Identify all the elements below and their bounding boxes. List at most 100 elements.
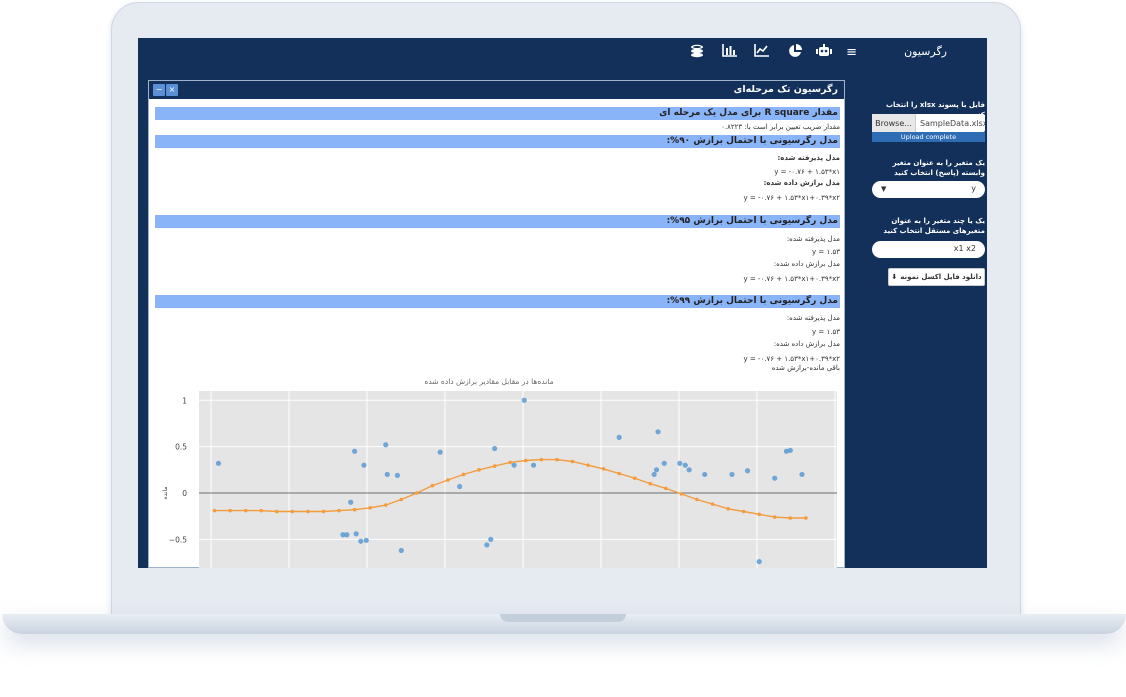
fitted-curve-point — [601, 467, 606, 471]
y-tick-label: 0 — [182, 489, 187, 498]
residual-point — [744, 468, 751, 474]
download-sample-button[interactable]: دانلود فایل اکسل نمونه ⬇ — [888, 268, 985, 286]
model-99-accepted-label: مدل پذیرفته شده: — [786, 314, 840, 322]
residual-point — [783, 448, 790, 454]
robot-icon[interactable] — [816, 44, 832, 64]
residual-point — [215, 460, 222, 466]
residual-point — [348, 499, 354, 505]
fitted-curve-point — [368, 506, 372, 510]
residual-point — [511, 462, 517, 468]
model-90-fitted-label: مدل برازش داده شده: — [763, 179, 840, 187]
fitted-curve-point — [804, 516, 808, 520]
residual-point — [702, 471, 708, 478]
model-95-header: مدل رگرسیونی با احتمال برازش ۹۵%: — [155, 215, 840, 228]
fitted-curve-point — [399, 497, 404, 502]
fitted-curve-point — [788, 516, 793, 520]
close-button[interactable]: × — [166, 84, 178, 96]
residual-point — [492, 445, 498, 452]
rsquare-header: مقدار R square برای مدل یک مرحله ای — [155, 107, 840, 120]
fitted-curve-point — [492, 464, 497, 468]
fitted-curve-point — [508, 460, 513, 465]
residual-point — [358, 538, 364, 544]
dependent-variable-select[interactable]: ▼ y — [872, 181, 985, 198]
residual-point — [616, 434, 622, 440]
residual-point — [340, 532, 346, 538]
residual-point — [651, 471, 657, 478]
residual-point — [772, 475, 778, 481]
fitted-curve-point — [632, 476, 637, 480]
top-navbar: رگرسیون ≡ — [138, 38, 987, 70]
model-95-fitted-model: y = -۰.۷۶ + ۱.۵۳*x۱+۰.۳۹*x۲ — [743, 275, 840, 283]
app-screen: رگرسیون ≡ فایل با پسوند xlsx را انتخاب ک… — [138, 38, 987, 568]
regression-panel: رگرسیون تک مرحله‌ای − × مقدار R square ب… — [148, 80, 845, 568]
browse-button[interactable]: Browse... — [872, 114, 916, 132]
download-icon: ⬇ — [891, 273, 898, 281]
residual-point — [488, 536, 494, 542]
line-chart-icon[interactable] — [754, 44, 769, 63]
residual-point — [394, 472, 401, 478]
model-95-accepted-model: y = ۱.۵۳ — [812, 248, 840, 256]
model-99-fitted-label: مدل برازش داده شده: — [773, 340, 840, 348]
residual-point — [653, 467, 660, 473]
y-tick-label: 0.5 — [175, 443, 187, 452]
bar-chart-icon[interactable] — [722, 44, 737, 63]
residual-point — [677, 460, 683, 466]
minimize-button[interactable]: − — [153, 84, 165, 96]
model-95-accepted-label: مدل پذیرفته شده: — [786, 235, 840, 243]
fitted-curve-point — [228, 508, 232, 513]
fitted-curve-point — [695, 497, 699, 502]
fitted-curve-point — [415, 491, 419, 495]
residual-point — [457, 483, 463, 490]
menu-icon[interactable]: ≡ — [846, 45, 857, 60]
fitted-curve-point — [383, 503, 388, 507]
fitted-curve-point — [523, 458, 528, 463]
fitted-curve-point — [446, 478, 450, 482]
residual-point — [686, 467, 692, 473]
fitted-curve-point — [275, 509, 279, 514]
coins-icon[interactable] — [690, 44, 705, 64]
fitted-curve-point — [570, 459, 575, 464]
fitted-curve-point — [586, 463, 590, 467]
fitted-curve-point — [648, 481, 653, 486]
residual-point — [799, 471, 805, 478]
residual-point — [361, 462, 367, 468]
residual-point — [661, 460, 667, 466]
residuals-chart: مانده‌ها در مقابل مقادیر برازش داده شده 1… — [162, 377, 837, 568]
residual-point — [344, 532, 350, 538]
caret-down-icon: ▼ — [881, 185, 887, 193]
independent-variables-value: x1 x2 — [953, 244, 976, 253]
model-90-accepted-model: y = -۰.۷۶ + ۱.۵۳*x۱ — [774, 168, 840, 176]
independent-variables-select[interactable]: x1 x2 — [872, 241, 985, 258]
fitted-curve-point — [757, 512, 761, 517]
model-95-fitted-label: مدل برازش داده شده: — [773, 260, 840, 268]
residual-point — [787, 447, 793, 453]
fitted-curve-point — [679, 492, 684, 496]
y-tick-label: −0.5 — [169, 535, 187, 544]
app-brand[interactable]: رگرسیون — [904, 45, 947, 58]
sidebar: فایل با پسوند xlsx را انتخاب کنید Browse… — [867, 70, 987, 568]
download-sample-label: دانلود فایل اکسل نمونه — [900, 273, 982, 281]
fitted-curve-point — [539, 457, 544, 462]
pie-chart-icon[interactable] — [788, 44, 802, 64]
residual-point — [383, 442, 389, 448]
y-tick-label: 1 — [182, 396, 187, 405]
selected-file-name: SampleData.xlsx — [920, 118, 985, 128]
residual-point — [437, 449, 443, 455]
fitted-curve-point — [259, 508, 264, 513]
fitted-curve-point — [243, 508, 248, 513]
plot-area — [199, 391, 837, 568]
residual-point — [756, 559, 762, 565]
fitted-curve-point — [617, 471, 621, 476]
residual-point — [353, 531, 359, 537]
fitted-curve-point — [337, 508, 341, 513]
laptop-notch — [500, 614, 626, 622]
model-90-header: مدل رگرسیونی با احتمال برازش ۹۰%: — [155, 135, 840, 148]
fitted-curve-point — [710, 502, 715, 506]
panel-title: رگرسیون تک مرحله‌ای — [733, 84, 838, 95]
residual-point — [729, 471, 735, 478]
residual-point — [363, 537, 369, 543]
fitted-curve-point — [664, 486, 668, 491]
residual-point — [655, 429, 661, 435]
file-input[interactable]: Browse... SampleData.xlsx — [872, 114, 985, 132]
residual-point — [484, 542, 490, 548]
